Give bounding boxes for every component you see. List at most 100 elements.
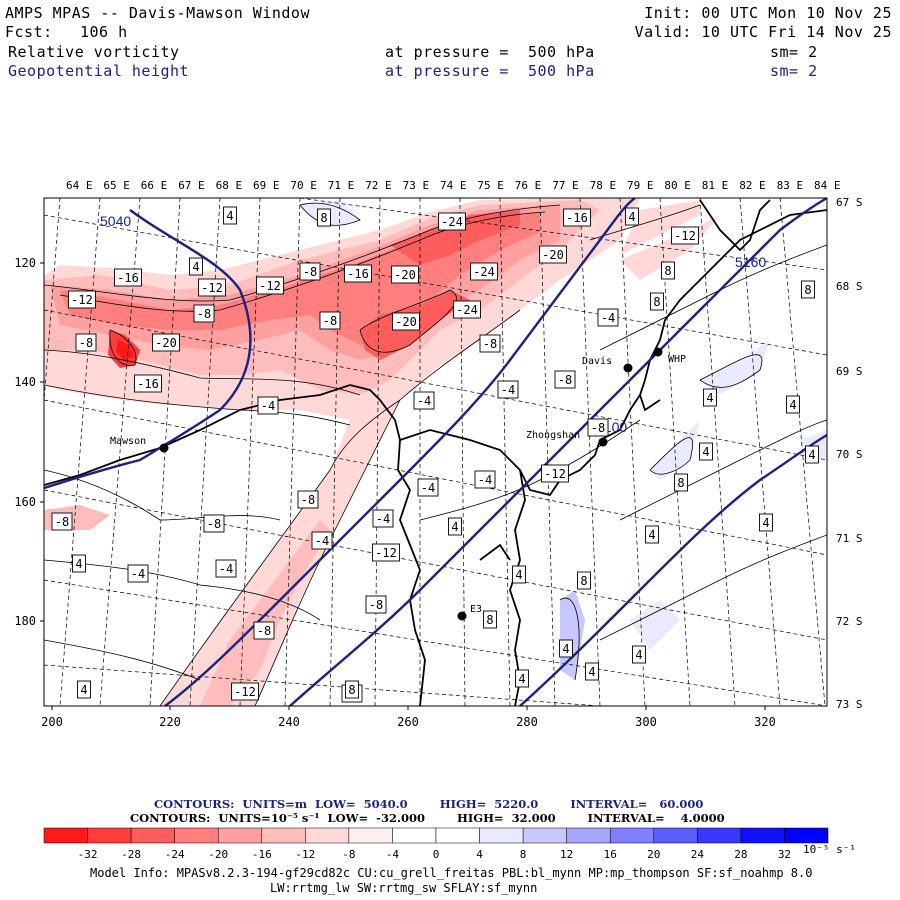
vorticity-label: -20 — [542, 248, 564, 262]
vorticity-label: -8 — [323, 314, 337, 328]
vorticity-label: 8 — [804, 283, 811, 297]
y-tick-label: 160 — [14, 495, 36, 509]
vorticity-label-box — [345, 680, 359, 699]
lat-label: 73 S — [836, 698, 863, 711]
lat-label: 71 S — [836, 532, 863, 545]
vorticity-label: 4 — [588, 665, 595, 679]
colorbar-label: 28 — [734, 848, 747, 861]
vorticity-label-box — [223, 206, 237, 225]
field1-level: at pressure = 500 hPa — [385, 43, 595, 61]
colorbar-segment — [653, 827, 698, 844]
vorticity-label-box — [319, 311, 341, 330]
vorticity-label: -20 — [155, 336, 177, 350]
colorbar-segment — [784, 827, 829, 844]
vorticity-labels: -24 -16 -12 -20 -24 -20 -16 -12 -8 -16 -20 -16 -12 -8… — [51, 206, 819, 703]
init-time: Init: 00 UTC Mon 10 Nov 25 — [644, 4, 892, 22]
lon-label: 76 E — [515, 179, 542, 192]
vorticity-label-box — [650, 292, 664, 311]
lon-label: 78 E — [590, 179, 617, 192]
stations: Mawson Davis WHP Zhongshan E3 — [110, 347, 686, 621]
y-tick-label: 140 — [14, 375, 36, 389]
vorticity-label-box — [344, 264, 372, 283]
colorbar-unit: 10⁻⁵ s⁻¹ — [803, 843, 856, 856]
vorticity-label-box — [470, 262, 498, 281]
vorticity-label: -4 — [501, 383, 515, 397]
lon-label: 65 E — [103, 179, 129, 192]
vorticity-label-box — [786, 395, 800, 414]
vorticity-label: -12 — [259, 279, 281, 293]
vorticity-label: 8 — [677, 476, 684, 490]
negative-vorticity-shading — [44, 198, 720, 706]
field1-name: Relative vorticity — [8, 43, 180, 61]
vorticity-label-box — [448, 517, 462, 536]
colorbar-segment — [261, 827, 306, 844]
vorticity-label: 8 — [580, 574, 587, 588]
contour-info-height: CONTOURS: UNITS=m LOW= 5040.0 HIGH= 5220… — [154, 797, 704, 811]
colorbar-segment — [479, 827, 524, 844]
colorbar-segment — [435, 827, 480, 844]
map-frame — [43, 197, 828, 707]
geopotential-height-contours — [44, 198, 827, 706]
lon-label: 77 E — [552, 179, 579, 192]
colorbar-segment — [522, 827, 567, 844]
station-marker-zhongshan — [598, 437, 608, 447]
vorticity-label: -8 — [369, 598, 383, 612]
colorbar-segment — [697, 827, 742, 844]
colorbar-label: 0 — [433, 848, 440, 861]
field2-smooth: sm= 2 — [770, 62, 818, 80]
vorticity-label: 4 — [808, 448, 815, 462]
latitude-labels: 67 S 68 S 69 S 70 S 71 S 72 S 73 S — [836, 196, 863, 711]
lat-label: 69 S — [836, 365, 863, 378]
vorticity-label: 4 — [515, 568, 522, 582]
vorticity-label: -8 — [79, 336, 93, 350]
vorticity-label: 8 — [348, 683, 355, 697]
vorticity-label-box — [671, 226, 699, 245]
vorticity-label: -12 — [544, 467, 566, 481]
vorticity-label-box — [203, 514, 225, 533]
colorbar-label: -24 — [165, 848, 185, 861]
vorticity-label-box — [645, 525, 659, 544]
vorticity-label: -12 — [674, 229, 696, 243]
vorticity-label-box — [438, 212, 466, 231]
vorticity-label: 4 — [789, 398, 796, 412]
model-info: Model Info: MPASv8.2.3-194-gf29cd82c CU:… — [90, 866, 813, 880]
vorticity-label-box — [497, 380, 519, 399]
y-axis-ticks: 120 140 160 180 — [14, 256, 44, 628]
vorticity-label-box — [479, 334, 501, 353]
vorticity-label-box — [256, 276, 284, 295]
lon-label: 66 E — [141, 179, 168, 192]
lon-label: 83 E — [777, 179, 804, 192]
vorticity-label-box — [253, 621, 275, 640]
lon-label: 84 E — [814, 179, 841, 192]
field2-level: at pressure = 500 hPa — [385, 62, 595, 80]
vorticity-label-box — [541, 464, 569, 483]
colorbar-segment — [566, 827, 611, 844]
vorticity-label: 4 — [706, 391, 713, 405]
vorticity-label: -8 — [558, 373, 572, 387]
vorticity-label: -20 — [394, 268, 416, 282]
vorticity-label-box — [215, 559, 237, 578]
vorticity-label: -4 — [478, 473, 492, 487]
colorbar-segment — [87, 827, 132, 844]
colorbar-label: -8 — [342, 848, 355, 861]
colorbar-segment — [392, 827, 437, 844]
colorbar-label: -16 — [252, 848, 272, 861]
colorbar-label: -4 — [386, 848, 400, 861]
station-label-e3: E3 — [470, 604, 482, 615]
vorticity-label-box — [563, 208, 591, 227]
vorticity-label-box — [317, 208, 331, 227]
vorticity-label: 4 — [635, 648, 642, 662]
x-tick-label: 260 — [397, 715, 419, 729]
vorticity-label-box — [597, 308, 619, 327]
vorticity-label: 8 — [486, 613, 493, 627]
lon-label: 75 E — [477, 179, 504, 192]
vorticity-label-box — [512, 565, 526, 584]
vorticity-label: 4 — [562, 642, 569, 656]
colorbar-label: 20 — [647, 848, 660, 861]
forecast-label: Fcst: — [5, 23, 53, 41]
vorticity-label: -4 — [601, 311, 615, 325]
lon-label: 68 E — [216, 179, 243, 192]
vorticity-label-box — [577, 571, 591, 590]
vorticity-label: -4 — [421, 481, 435, 495]
